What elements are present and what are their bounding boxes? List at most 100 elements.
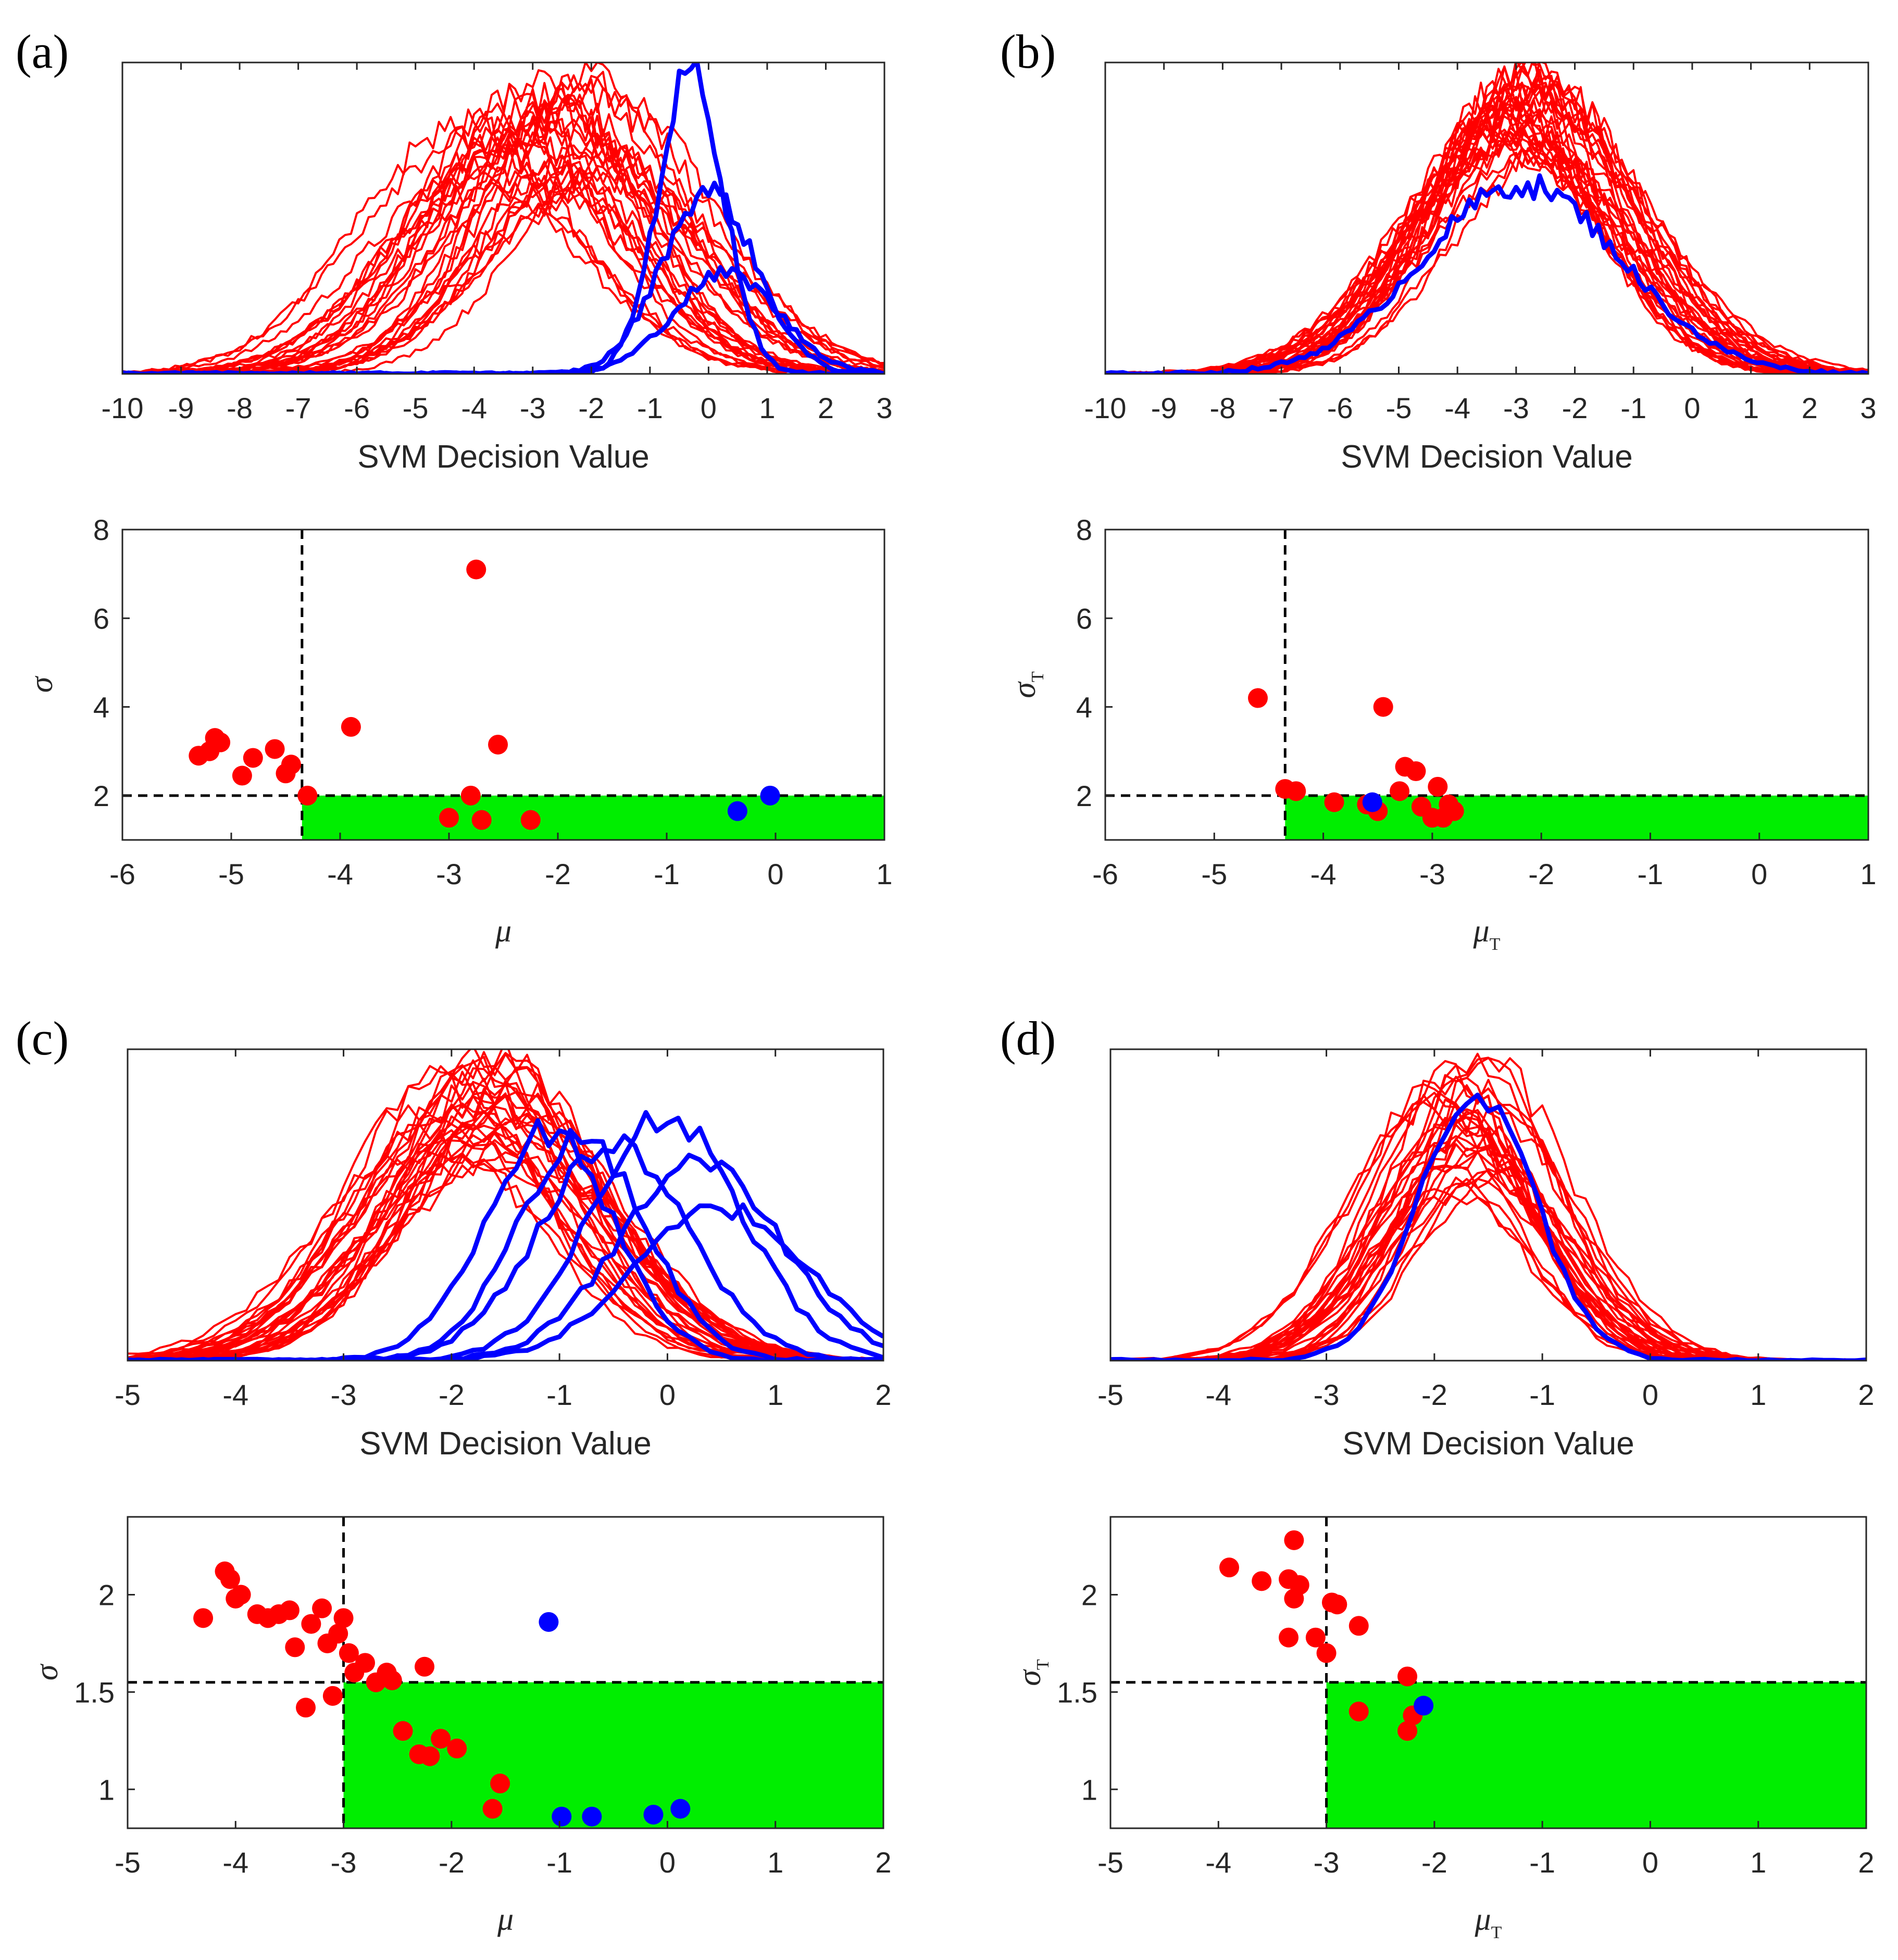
x-axis-label-base: μ xyxy=(1473,913,1490,949)
acceptance-region xyxy=(302,795,884,840)
y-axis-label-subscript: T xyxy=(1028,671,1047,682)
x-tick-label: -1 xyxy=(1620,392,1646,424)
x-tick-label: 0 xyxy=(701,392,717,424)
x-tick-label: -7 xyxy=(1268,392,1294,424)
y-tick-label: 1 xyxy=(1081,1773,1097,1806)
red-point xyxy=(328,1624,348,1644)
y-axis-label-base: σ xyxy=(29,1663,65,1680)
x-tick-label: 1 xyxy=(1750,1378,1766,1411)
x-axis-label-base: μ xyxy=(1475,1902,1491,1937)
x-tick-label: -5 xyxy=(218,858,244,890)
blue-point xyxy=(760,785,780,806)
red-series-line xyxy=(1105,62,1868,374)
red-point xyxy=(1286,781,1306,801)
x-tick-label: -6 xyxy=(1327,392,1353,424)
x-tick-label: -8 xyxy=(1209,392,1235,424)
y-tick-label: 4 xyxy=(1076,691,1092,724)
blue-series-line xyxy=(1105,173,1868,374)
x-tick-label: -2 xyxy=(545,858,571,890)
blue-series-line xyxy=(128,1110,883,1361)
red-series-line xyxy=(128,1094,883,1361)
histogram-lines xyxy=(122,62,884,374)
red-point xyxy=(1316,1643,1337,1663)
x-tick-label: -5 xyxy=(115,1378,141,1411)
red-point xyxy=(415,1656,435,1677)
red-point xyxy=(231,1585,251,1605)
red-series-line xyxy=(1110,1101,1866,1361)
x-tick-label: -3 xyxy=(520,392,546,424)
x-tick-label: 0 xyxy=(1751,858,1767,890)
y-tick-label: 2 xyxy=(1076,780,1092,812)
x-tick-label: -2 xyxy=(1421,1846,1447,1879)
x-tick-label: -5 xyxy=(1201,858,1227,890)
y-axis-label: σ xyxy=(29,1663,65,1680)
red-point xyxy=(281,755,301,775)
red-point xyxy=(285,1637,305,1657)
red-point xyxy=(1279,1627,1299,1648)
x-tick-label: 3 xyxy=(876,392,892,424)
red-point xyxy=(490,1774,510,1794)
red-series-line xyxy=(1110,1078,1866,1361)
x-tick-label: -2 xyxy=(439,1846,465,1879)
red-point xyxy=(205,728,225,748)
red-series-line xyxy=(1110,1074,1866,1361)
red-point xyxy=(393,1721,413,1741)
x-tick-label: 3 xyxy=(1860,392,1876,424)
x-tick-label: -5 xyxy=(1097,1846,1123,1879)
red-series-line xyxy=(122,168,884,374)
red-point xyxy=(1252,1571,1272,1591)
red-series-line xyxy=(1110,1188,1866,1361)
panel-label: (c) xyxy=(16,1012,69,1065)
red-series-line xyxy=(1110,1168,1866,1361)
x-axis-label: μ xyxy=(495,913,511,949)
x-axis-label-base: μ xyxy=(495,913,511,949)
x-tick-label: 1 xyxy=(767,1378,783,1411)
red-point xyxy=(1397,1721,1418,1741)
red-point xyxy=(460,785,481,806)
x-tick-label: -1 xyxy=(1529,1378,1555,1411)
x-tick-label: 2 xyxy=(875,1846,891,1879)
blue-point xyxy=(727,801,747,821)
x-axis-label: SVM Decision Value xyxy=(1342,1426,1634,1462)
x-tick-label: -2 xyxy=(578,392,604,424)
histogram-lines xyxy=(1105,62,1868,374)
red-point xyxy=(339,1643,359,1663)
x-tick-label: -3 xyxy=(1503,392,1529,424)
x-tick-label: -3 xyxy=(1314,1378,1340,1411)
red-series-line xyxy=(1110,1147,1866,1361)
axes-box xyxy=(127,1048,884,1362)
red-point xyxy=(220,1569,240,1589)
x-tick-label: -6 xyxy=(344,392,370,424)
red-point xyxy=(243,748,263,768)
histogram-2: -5 -4 -3 -2 -1 0 1 2 SVM Decision Value xyxy=(115,1048,892,1462)
red-point xyxy=(439,808,459,828)
red-series-line xyxy=(122,162,884,374)
axes-box xyxy=(1104,61,1869,375)
histogram-lines xyxy=(128,1049,883,1361)
x-tick-label: -10 xyxy=(1084,392,1127,424)
red-point xyxy=(1428,776,1448,797)
x-tick-label: 0 xyxy=(659,1846,676,1879)
x-axis-label: μT xyxy=(1473,913,1501,954)
axes-box xyxy=(1109,1516,1867,1829)
x-tick-label: -3 xyxy=(331,1378,357,1411)
red-point xyxy=(1219,1557,1240,1578)
x-axis-label: SVM Decision Value xyxy=(359,1426,652,1462)
red-series-line xyxy=(1110,1183,1866,1361)
panel-label: (b) xyxy=(1000,25,1056,78)
axes-box xyxy=(127,1516,884,1829)
red-series-line xyxy=(1110,1057,1866,1361)
x-tick-label: -4 xyxy=(327,858,353,890)
x-tick-label: 1 xyxy=(1743,392,1759,424)
x-tick-label: -9 xyxy=(1151,392,1177,424)
red-series-line xyxy=(1105,66,1868,374)
y-axis-label-base: σ xyxy=(1012,1669,1047,1686)
y-axis-label-base: σ xyxy=(1007,681,1042,698)
red-series-line xyxy=(1110,1057,1866,1361)
histogram-3: -5 -4 -3 -2 -1 0 1 2 SVM Decision Value xyxy=(1097,1048,1875,1462)
x-tick-label: -8 xyxy=(227,392,253,424)
red-point xyxy=(382,1670,402,1690)
x-tick-label: -4 xyxy=(222,1378,248,1411)
